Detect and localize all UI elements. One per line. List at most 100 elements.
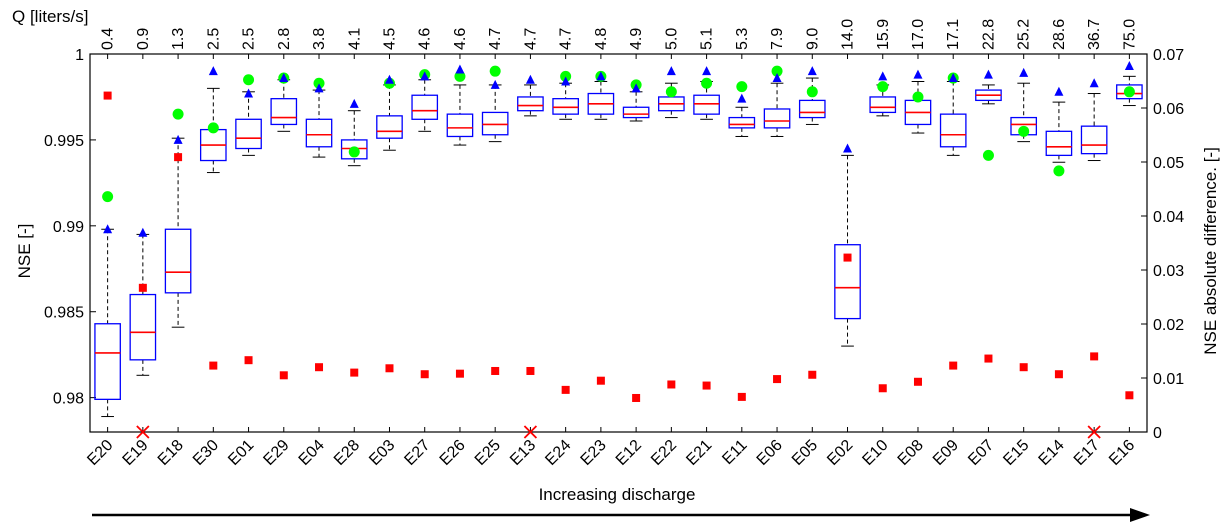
- q-value-label: 9.0: [804, 28, 821, 50]
- y2-tick-label: 0.02: [1153, 317, 1184, 334]
- q-value-label: 0.9: [135, 28, 152, 50]
- green-circle-marker: [736, 81, 748, 93]
- blue-triangle-marker: [948, 73, 958, 83]
- box: [834, 244, 861, 320]
- green-circle-marker: [806, 86, 818, 98]
- zero-cross-marker: [136, 425, 150, 439]
- q-value-label: 5.1: [699, 28, 716, 50]
- x-tick-label: E22: [648, 437, 680, 469]
- y2-tick-label: 0.04: [1153, 209, 1184, 226]
- green-circle-marker: [877, 81, 889, 93]
- green-circle-marker: [701, 77, 713, 89]
- difference-square: [561, 385, 570, 394]
- y2-axis-label: NSE absolute difference. [-]: [1201, 147, 1220, 355]
- direction-arrow: [92, 508, 1150, 522]
- difference-square: [279, 371, 288, 380]
- x-tick-label: E11: [719, 437, 750, 468]
- difference-square: [667, 380, 676, 389]
- q-value-label: 75.0: [1121, 19, 1138, 50]
- green-circle-marker: [982, 149, 994, 161]
- difference-square: [843, 253, 852, 262]
- x-tick-label: E18: [155, 437, 187, 469]
- q-value-label: 2.5: [241, 28, 258, 50]
- q-value-label: 5.3: [734, 28, 751, 50]
- blue-triangle-marker: [631, 83, 641, 93]
- difference-square: [385, 364, 394, 373]
- q-value-label: 4.7: [558, 28, 575, 50]
- x-tick-label: E14: [1036, 437, 1068, 469]
- blue-triangle-marker: [525, 74, 535, 84]
- x-tick-label: E29: [260, 437, 292, 469]
- box: [340, 139, 368, 160]
- difference-square: [244, 356, 253, 365]
- plot-area: 0.98 0.985 0.99 0.995 1 0 0.01 0.02 0.03 0.04 0.05…: [44, 19, 1184, 469]
- box: [869, 96, 897, 114]
- green-circle-marker: [1123, 86, 1135, 98]
- green-circle-marker: [313, 77, 325, 89]
- y2-tick-label: 0.05: [1153, 155, 1184, 172]
- x-tick-label: E30: [190, 437, 222, 469]
- x-tick-label: E06: [754, 437, 786, 469]
- difference-square: [737, 392, 746, 401]
- x-tick-label: E01: [225, 437, 257, 469]
- x-tick-label: E16: [1106, 437, 1138, 469]
- q-value-label: 4.7: [487, 28, 504, 50]
- q-value-label: 5.0: [663, 28, 680, 50]
- blue-triangle-marker: [1054, 86, 1064, 96]
- blue-triangle-marker: [843, 143, 853, 153]
- green-circle-marker: [207, 122, 219, 134]
- blue-triangle-marker: [1124, 61, 1134, 71]
- blue-triangle-marker: [208, 66, 218, 76]
- difference-square: [913, 377, 922, 386]
- blue-triangle-marker: [173, 134, 183, 144]
- q-value-label: 4.1: [346, 28, 363, 50]
- y-tick-label: 0.995: [44, 133, 84, 150]
- y-axis-label: NSE [-]: [15, 224, 34, 279]
- y-tick-label: 0.985: [44, 305, 84, 322]
- x-tick-label: E02: [824, 437, 856, 469]
- x-tick-label: E27: [401, 437, 433, 469]
- q-value-label: 17.0: [910, 19, 927, 50]
- box: [552, 98, 579, 115]
- x-tick-label: E15: [1000, 437, 1032, 469]
- difference-square: [596, 376, 605, 385]
- difference-square: [526, 366, 535, 375]
- difference-square: [702, 381, 711, 390]
- difference-square: [350, 368, 359, 377]
- blue-triangle-marker: [138, 227, 148, 237]
- q-value-label: 25.2: [1016, 19, 1033, 50]
- y-tick-label: 1: [75, 47, 84, 64]
- blue-triangle-marker: [244, 88, 254, 98]
- q-value-label: 2.8: [276, 28, 293, 50]
- x-tick-label: E09: [930, 437, 962, 469]
- green-circle-marker: [1018, 125, 1030, 137]
- green-circle-marker: [102, 191, 114, 203]
- box: [1116, 84, 1143, 100]
- box: [446, 113, 474, 138]
- box: [517, 96, 544, 112]
- box: [164, 228, 192, 294]
- box: [728, 116, 756, 129]
- difference-square: [103, 91, 112, 100]
- green-circle-marker: [489, 65, 501, 77]
- blue-triangle-marker: [737, 93, 747, 103]
- green-circle-marker: [665, 86, 677, 98]
- x-tick-label: E13: [507, 437, 539, 469]
- y2-tick-label: 0.03: [1153, 263, 1184, 280]
- blue-triangle-marker: [455, 64, 465, 74]
- difference-square: [984, 354, 993, 363]
- x-tick-label: E05: [789, 437, 821, 469]
- q-axis-label: Q [liters/s]: [12, 7, 89, 26]
- box: [305, 118, 333, 148]
- q-value-label: 0.4: [100, 28, 117, 50]
- box: [1045, 130, 1073, 157]
- difference-square: [1019, 363, 1028, 372]
- green-circle-marker: [172, 108, 184, 120]
- box: [763, 108, 791, 129]
- difference-square: [1125, 391, 1134, 400]
- blue-triangle-marker: [420, 71, 430, 81]
- x-tick-label: E17: [1071, 437, 1103, 469]
- blue-triangle-marker: [702, 66, 712, 76]
- q-value-label: 4.6: [417, 28, 434, 50]
- blue-triangle-marker: [561, 76, 571, 86]
